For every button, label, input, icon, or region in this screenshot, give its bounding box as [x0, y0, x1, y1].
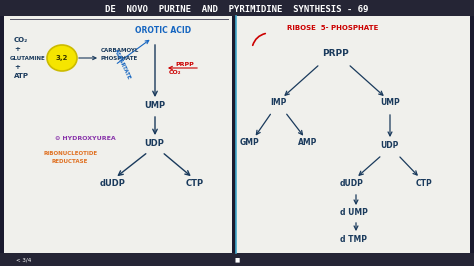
Text: +: +: [14, 46, 20, 52]
Text: OROTIC ACID: OROTIC ACID: [135, 26, 191, 35]
Text: UMP: UMP: [380, 98, 400, 107]
Text: RIBOSE  5- PHOSPHATE: RIBOSE 5- PHOSPHATE: [287, 25, 378, 31]
Bar: [0, 0, 474, 16]
Text: ATP: ATP: [14, 73, 29, 79]
Text: AMP: AMP: [298, 138, 318, 147]
Text: PRPP: PRPP: [175, 62, 194, 67]
Text: UDP: UDP: [144, 139, 164, 148]
Text: GLUTAMINE: GLUTAMINE: [10, 56, 46, 61]
Bar: [236, 16, 470, 253]
Text: CARBAMOYL: CARBAMOYL: [101, 48, 139, 53]
Text: 3,2: 3,2: [56, 55, 68, 61]
Text: +: +: [14, 64, 20, 70]
Text: CTP: CTP: [416, 179, 433, 188]
Text: CO₂: CO₂: [169, 70, 182, 75]
Text: ■: ■: [234, 257, 240, 263]
Text: GMP: GMP: [240, 138, 260, 147]
Text: UMP: UMP: [144, 101, 165, 110]
Text: d UMP: d UMP: [340, 208, 368, 217]
Text: dUDP: dUDP: [100, 179, 126, 188]
Text: PRPP: PRPP: [322, 49, 349, 58]
Text: PHOSPHATE: PHOSPHATE: [101, 56, 138, 61]
Ellipse shape: [47, 45, 77, 71]
Text: CO₂: CO₂: [14, 37, 28, 43]
Text: ⊖ HYDROXYUREA: ⊖ HYDROXYUREA: [55, 136, 116, 141]
Text: ASPARTATE: ASPARTATE: [113, 49, 132, 81]
Text: IMP: IMP: [270, 98, 286, 107]
Bar: [4, 16, 232, 253]
Text: dUDP: dUDP: [340, 179, 364, 188]
Text: DE  NOVO  PURINE  AND  PYRIMIDINE  SYNTHESIS - 69: DE NOVO PURINE AND PYRIMIDINE SYNTHESIS …: [105, 5, 369, 14]
Text: CTP: CTP: [186, 179, 204, 188]
Bar: [0, 253, 474, 266]
Text: UDP: UDP: [380, 141, 398, 150]
Text: RIBONUCLEOTIDE: RIBONUCLEOTIDE: [44, 151, 98, 156]
Text: < 3/4: < 3/4: [16, 257, 31, 263]
Text: REDUCTASE: REDUCTASE: [52, 159, 88, 164]
Text: d TMP: d TMP: [340, 235, 367, 244]
